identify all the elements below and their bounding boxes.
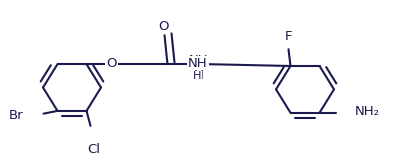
Text: F: F	[285, 30, 292, 43]
Text: O: O	[106, 57, 117, 70]
Text: NH: NH	[188, 57, 207, 70]
Text: Br: Br	[9, 109, 23, 122]
Text: H: H	[193, 71, 202, 81]
Text: NH₂: NH₂	[354, 105, 380, 118]
Text: NH
H: NH H	[189, 54, 208, 82]
Text: O: O	[158, 20, 169, 33]
Text: Cl: Cl	[87, 143, 100, 156]
